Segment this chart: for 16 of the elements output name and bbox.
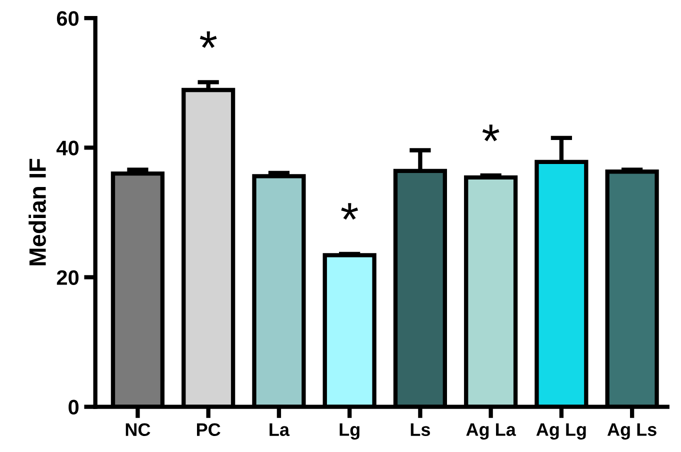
x-tick-label: Ag Ls xyxy=(607,423,656,440)
annotation: * xyxy=(341,203,358,220)
y-tick-label: 20 xyxy=(56,270,79,285)
annotation: * xyxy=(200,31,217,48)
y-tick-label: 0 xyxy=(68,400,79,415)
x-tick-label: La xyxy=(270,423,290,436)
x-tick-label: Ls xyxy=(410,423,430,436)
x-tick-label: Ag Lg xyxy=(536,423,586,440)
annotation: * xyxy=(482,124,500,142)
y-axis-title: Median IF xyxy=(28,158,46,266)
y-tick-label: 40 xyxy=(56,140,79,156)
y-tick-label: 60 xyxy=(56,11,79,26)
x-tick-label: NC xyxy=(126,423,150,436)
x-tick-label: PC xyxy=(197,423,220,436)
x-tick-label: Lg xyxy=(340,423,360,440)
x-tick-label: Ag La xyxy=(466,423,516,440)
